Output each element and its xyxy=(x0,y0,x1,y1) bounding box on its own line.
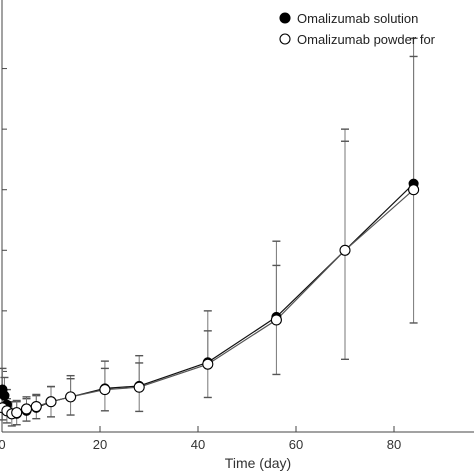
data-point-powder xyxy=(11,407,23,419)
points xyxy=(0,178,420,420)
x-tick-label: 40 xyxy=(191,437,205,452)
data-point-powder xyxy=(202,358,214,370)
error-bar xyxy=(272,264,281,376)
data-point-powder xyxy=(20,403,33,415)
axes: 0 20 40 60 80 xyxy=(0,0,474,452)
legend-marker-powder xyxy=(279,33,291,45)
data-point-powder xyxy=(65,391,77,403)
data-point-powder xyxy=(270,314,282,326)
x-tick-label: 0 xyxy=(0,437,6,452)
x-tick-label: 80 xyxy=(387,437,401,452)
legend-label-solution: Omalizumab solution xyxy=(297,11,418,26)
data-point-powder xyxy=(408,184,420,196)
legend-marker-solution xyxy=(279,12,291,24)
x-tick-label: 60 xyxy=(289,437,303,452)
legend: Omalizumab solution Omalizumab powder for xyxy=(279,11,436,47)
data-point-powder xyxy=(99,384,111,396)
data-point-powder xyxy=(339,244,351,256)
x-tick-label: 20 xyxy=(93,437,107,452)
data-point-powder xyxy=(30,401,42,413)
data-point-solution xyxy=(0,390,10,401)
error-bar xyxy=(409,55,418,324)
legend-label-powder: Omalizumab powder for xyxy=(297,32,436,47)
x-axis-label: Time (day) xyxy=(225,455,291,471)
data-point-powder xyxy=(45,396,57,408)
data-point-powder xyxy=(133,381,145,393)
error-bar xyxy=(341,140,349,361)
